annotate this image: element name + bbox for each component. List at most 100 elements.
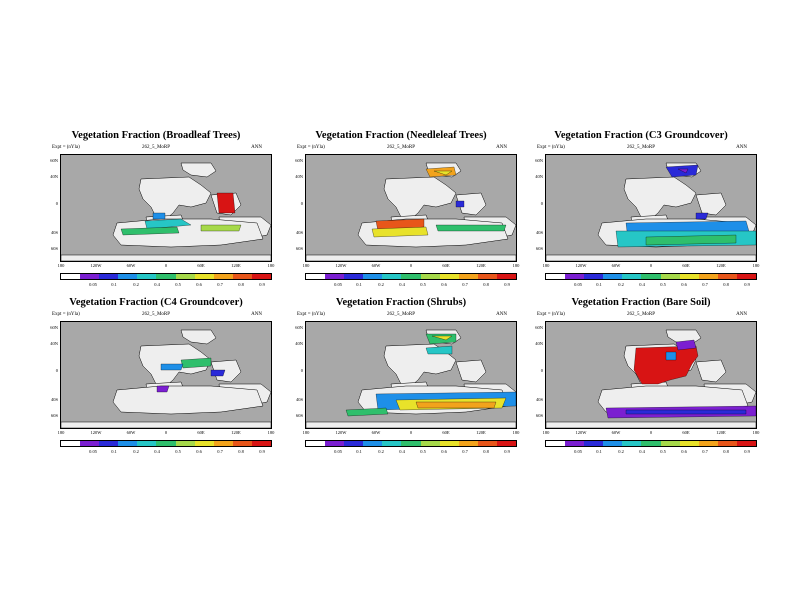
colorbar-swatch <box>420 441 440 446</box>
vegetation-fraction-region <box>431 335 453 341</box>
longitude-tick-label: 120W <box>90 263 102 268</box>
colorbar-swatch <box>679 274 699 279</box>
colorbar-swatch <box>251 441 272 446</box>
land-region <box>546 421 756 428</box>
colorbar-swatch <box>213 274 233 279</box>
latitude-tick-label: 40S <box>295 397 303 402</box>
colorbar-tick-label: 0.9 <box>259 449 265 454</box>
longitude-tick-label: 120W <box>335 430 347 435</box>
colorbar-swatch <box>251 274 272 279</box>
colorbar-tick-label: 0.05 <box>574 449 582 454</box>
longitude-tick-label: 180 <box>302 263 310 268</box>
colorbar-tick-label: 0.4 <box>154 449 160 454</box>
map-canvas <box>306 155 516 261</box>
colorbar-swatch <box>99 274 119 279</box>
colorbar-swatch <box>61 441 81 446</box>
season-label: ANN <box>496 312 507 317</box>
longitude-tick-label: 120E <box>716 263 726 268</box>
vegetation-fraction-region <box>371 226 429 238</box>
colorbar-tick-label: 0.4 <box>639 282 645 287</box>
longitude-tick-label: 60E <box>197 263 205 268</box>
longitude-tick-label: 120W <box>90 430 102 435</box>
vegetation-fraction-region <box>415 401 497 409</box>
colorbar-tick-label: 0.5 <box>660 282 666 287</box>
colorbar-tick-label: 0.9 <box>744 449 750 454</box>
colorbar-tick-label: 0.05 <box>89 282 97 287</box>
latitude-tick-label: 40S <box>535 397 543 402</box>
panel-header: Expt = (nYla) 262_5_MoRP ANN <box>285 312 517 320</box>
colorbar-swatch <box>622 441 642 446</box>
colorbar-swatch <box>679 441 699 446</box>
colorbar-swatch <box>420 274 440 279</box>
colorbar-swatch <box>622 274 642 279</box>
vegetation-fraction-region <box>345 407 389 417</box>
panel-header: Expt = (nYla) 262_5_MoRP ANN <box>40 312 272 320</box>
land-region <box>306 421 516 428</box>
vegetation-fraction-region <box>625 409 747 415</box>
colorbar <box>60 273 272 280</box>
panel-title: Vegetation Fraction (Shrubs) <box>335 297 467 308</box>
colorbar-tick-label: 0.7 <box>217 449 223 454</box>
panel-header: Expt = (nYla) 262_5_MoRP ANN <box>525 145 757 153</box>
latitude-tick-label: 60N <box>50 325 58 330</box>
colorbar-tick-label: 0.2 <box>618 449 624 454</box>
land-region <box>383 176 457 220</box>
colorbar-swatch <box>156 274 176 279</box>
colorbar-tick-label: 0.05 <box>334 449 342 454</box>
colorbar-tick-label: 0.7 <box>702 449 708 454</box>
longitude-tick-label: 180 <box>302 430 310 435</box>
colorbar-tick-label: 0.2 <box>133 449 139 454</box>
colorbar-swatch <box>382 274 402 279</box>
colorbar-tick-label: 0.1 <box>596 282 602 287</box>
longitude-tick-label: 180 <box>512 430 520 435</box>
colorbar-tick-label: 0.2 <box>378 282 384 287</box>
colorbar-swatch <box>344 441 364 446</box>
vegetation-fraction-region <box>633 345 699 385</box>
colorbar-tick-label: 0.5 <box>660 449 666 454</box>
colorbar-swatch <box>477 274 497 279</box>
land-region <box>546 254 756 261</box>
colorbar-tick-label: 0.1 <box>356 449 362 454</box>
latitude-tick-label: 40N <box>295 341 303 346</box>
colorbar-swatch <box>118 274 138 279</box>
colorbar-tick-label: 0.1 <box>596 449 602 454</box>
longitude-tick-label: 180 <box>57 263 65 268</box>
map-panel: Vegetation Fraction (Bare Soil) Expt = (n… <box>525 297 759 477</box>
colorbar-tick-label: 0.8 <box>483 282 489 287</box>
map-plot <box>60 154 272 262</box>
colorbar <box>60 440 272 447</box>
land-region <box>61 254 271 261</box>
colorbar <box>305 440 517 447</box>
colorbar-swatch <box>458 274 478 279</box>
colorbar-swatch <box>698 441 718 446</box>
land-region <box>180 329 217 345</box>
colorbar-swatch <box>194 274 214 279</box>
colorbar-swatch <box>717 274 737 279</box>
longitude-tick-label: 60W <box>126 263 136 268</box>
vegetation-fraction-region <box>695 212 709 220</box>
longitude-tick-label: 120E <box>231 430 241 435</box>
colorbar-swatch <box>439 274 459 279</box>
colorbar-swatch <box>118 441 138 446</box>
longitude-tick-label: 60E <box>442 430 450 435</box>
latitude-tick-label: 0 <box>540 368 543 373</box>
colorbar-swatch <box>306 274 326 279</box>
longitude-tick-label: 180 <box>57 430 65 435</box>
latitude-tick-label: 60S <box>535 246 543 251</box>
latitude-tick-label: 0 <box>300 368 303 373</box>
longitude-tick-label: 60W <box>611 263 621 268</box>
colorbar-swatch <box>698 274 718 279</box>
colorbar-tick-label: 0.4 <box>399 282 405 287</box>
longitude-tick-label: 120E <box>476 263 486 268</box>
colorbar-tick-label: 0.9 <box>259 282 265 287</box>
latitude-tick-label: 60S <box>50 246 58 251</box>
colorbar-swatch <box>306 441 326 446</box>
vegetation-fraction-region <box>665 351 677 361</box>
vegetation-fraction-region <box>675 339 697 351</box>
model-label: Expt = (nYla) <box>52 312 80 317</box>
latitude-tick-label: 40S <box>295 230 303 235</box>
colorbar-swatch <box>194 441 214 446</box>
colorbar-tick-label: 0.1 <box>111 282 117 287</box>
latitude-tick-label: 40N <box>535 174 543 179</box>
latitude-tick-label: 60N <box>535 325 543 330</box>
